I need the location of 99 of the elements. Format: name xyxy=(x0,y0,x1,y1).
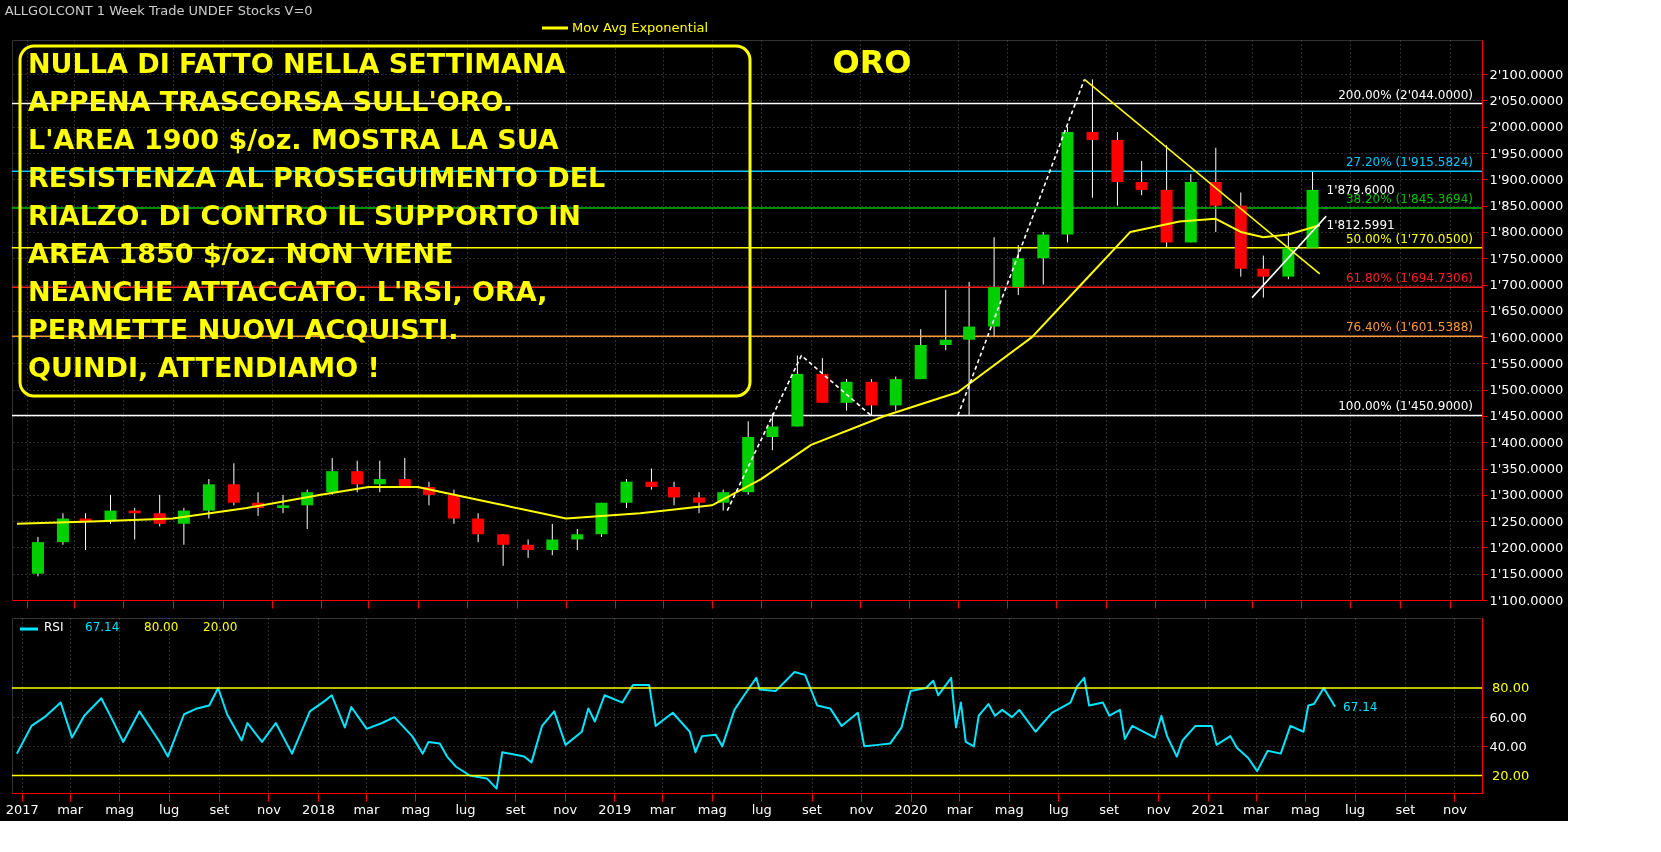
x-tick-label: 2019 xyxy=(598,801,632,817)
annotation: QUINDI, ATTENDIAMO ! xyxy=(28,352,380,383)
chart-subtitle: ALLGOLCONT 1 Week Trade UNDEF Stocks V=0 xyxy=(4,2,313,18)
candlestick xyxy=(1037,231,1050,286)
line-series xyxy=(15,670,1337,790)
candlestick xyxy=(472,512,485,543)
y-tick-label: 2'000.0000 xyxy=(1489,119,1564,135)
annotation: L'AREA 1900 $/oz. MOSTRA LA SUA xyxy=(28,124,559,155)
chart-title: ORO xyxy=(832,43,912,81)
ref-line-label: 20.00 xyxy=(1492,767,1530,783)
annotation: RESISTENZA AL PROSEGUIMENTO DEL xyxy=(28,162,606,193)
candlestick xyxy=(522,539,535,559)
x-tick-label: nov xyxy=(849,801,874,817)
candlestick xyxy=(766,412,779,451)
y-tick-label: 1'850.0000 xyxy=(1489,198,1564,214)
y-tick-label: 2'100.0000 xyxy=(1489,66,1564,82)
y-tick-label: 2'050.0000 xyxy=(1489,92,1564,108)
x-tick-label: 2018 xyxy=(301,801,336,817)
y-tick-label: 1'450.0000 xyxy=(1489,408,1564,424)
candlestick xyxy=(326,457,339,496)
annotation: 1'812.5991 xyxy=(1326,218,1395,233)
candlestick xyxy=(277,494,290,514)
x-tick-label: 2021 xyxy=(1191,801,1225,817)
candlestick xyxy=(1135,160,1148,196)
candlestick xyxy=(227,462,240,506)
x-tick-label: mag xyxy=(1291,801,1320,817)
y-tick-label: 1'150.0000 xyxy=(1489,566,1564,582)
ref-line-label: 27.20% (1'915.5824) xyxy=(1345,155,1473,170)
candlestick xyxy=(1209,147,1222,233)
x-tick-label: set xyxy=(505,801,526,817)
candlestick xyxy=(497,533,510,567)
x-tick-label: mag xyxy=(401,801,431,817)
y-tick-label: 1'100.0000 xyxy=(1489,592,1564,608)
candlestick xyxy=(620,478,633,509)
y-tick-label: 1'800.0000 xyxy=(1489,224,1564,240)
candlestick xyxy=(546,523,559,556)
y-tick-label: 1'350.0000 xyxy=(1489,461,1564,477)
x-tick-label: lug xyxy=(455,801,476,817)
y-tick-label: 1'500.0000 xyxy=(1489,382,1564,398)
y-tick-label: 60.00 xyxy=(1489,709,1527,725)
x-tick-label: mag xyxy=(697,801,727,817)
ref-line-label: 76.40% (1'601.5388) xyxy=(1345,320,1473,335)
x-tick-label: lug xyxy=(159,801,180,817)
annotation: NULLA DI FATTO NELLA SETTIMANA xyxy=(28,48,566,79)
legend-label: RSI xyxy=(44,620,64,634)
y-tick-label: 1'300.0000 xyxy=(1489,487,1564,503)
x-tick-label: mar xyxy=(1243,801,1270,817)
candlestick xyxy=(939,289,952,351)
x-tick-label: set xyxy=(1099,801,1120,817)
y-tick-label: 1'700.0000 xyxy=(1489,277,1564,293)
candlestick xyxy=(351,460,364,493)
x-tick-label: mar xyxy=(946,801,974,817)
ref-line-label: 80.00 xyxy=(1492,680,1530,695)
ref-line-label: 61.80% (1'694.7306) xyxy=(1345,271,1473,286)
y-tick-label: 1'900.0000 xyxy=(1489,171,1564,187)
x-tick-label: mar xyxy=(649,801,677,817)
x-tick-label: mag xyxy=(994,801,1024,817)
ref-line-label: 50.00% (1'770.0500) xyxy=(1345,231,1473,246)
x-tick-label: set xyxy=(209,801,230,817)
candlestick xyxy=(645,468,658,491)
ref-line-label: 200.00% (2'044.0000) xyxy=(1338,87,1473,102)
x-tick-label: nov xyxy=(553,801,578,817)
y-tick-label: 1'950.0000 xyxy=(1489,145,1564,161)
candlestick xyxy=(571,528,584,551)
candlestick xyxy=(668,481,681,506)
candlestick xyxy=(79,512,92,551)
text: 67.14 xyxy=(85,620,120,634)
x-tick-label: mar xyxy=(353,801,381,817)
x-tick-label: 2020 xyxy=(894,801,928,817)
candlestick xyxy=(373,460,386,493)
x-tick-label: mar xyxy=(57,801,84,817)
candlestick xyxy=(693,491,706,514)
y-tick-label: 40.00 xyxy=(1489,738,1527,754)
y-tick-label: 1'600.0000 xyxy=(1489,329,1564,345)
annotation: 67.14 xyxy=(1343,699,1378,714)
x-tick-label: set xyxy=(1395,801,1416,817)
x-tick-label: 2017 xyxy=(5,801,39,817)
x-tick-label: nov xyxy=(1442,801,1468,817)
text: 20.00 xyxy=(203,620,238,634)
y-tick-label: 1'400.0000 xyxy=(1489,434,1564,450)
x-tick-label: set xyxy=(802,801,822,817)
x-tick-label: nov xyxy=(1146,801,1171,817)
x-tick-label: mag xyxy=(105,801,135,817)
annotation: RIALZO. DI CONTRO IL SUPPORTO IN xyxy=(28,200,581,231)
y-tick-label: 1'550.0000 xyxy=(1489,355,1564,371)
x-tick-label: nov xyxy=(257,801,282,817)
candlestick xyxy=(447,489,460,525)
x-tick-label: lug xyxy=(1345,801,1366,817)
y-tick-label: 1'200.0000 xyxy=(1489,539,1564,555)
y-tick-label: 1'650.0000 xyxy=(1489,303,1564,319)
text: 80.00 xyxy=(144,620,179,634)
ref-line-label: 100.00% (1'450.9000) xyxy=(1338,399,1473,414)
x-tick-label: lug xyxy=(1048,801,1069,817)
candlestick xyxy=(56,512,69,546)
candlestick xyxy=(840,378,853,412)
legend-label: Mov Avg Exponential xyxy=(572,20,709,35)
y-tick-label: 1'250.0000 xyxy=(1489,513,1564,529)
y-tick-label: 1'750.0000 xyxy=(1489,250,1564,266)
x-tick-label: lug xyxy=(751,801,772,817)
